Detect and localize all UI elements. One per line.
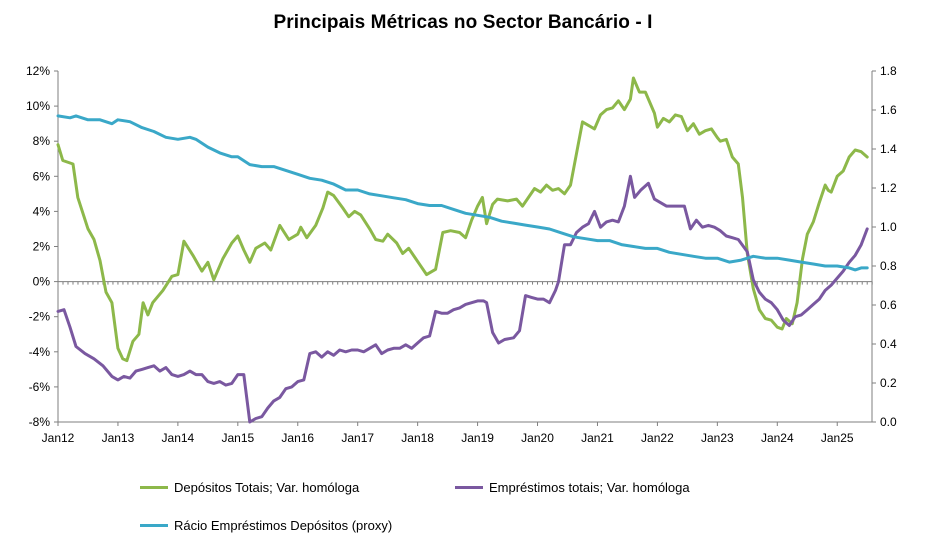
tick-labels: -8% -6% -4% -2% 0% 2% 4% 6% 8% 10% 12% 0.0 0.2 0.4 0.6… [26,64,897,445]
legend-swatch-emprestimos [455,486,483,489]
legend-label-emprestimos: Empréstimos totais; Var. homóloga [489,480,690,495]
y-left-tick-label: 6% [33,169,51,183]
x-tick-label: Jan22 [641,431,674,445]
axes [54,70,876,426]
series-line-1 [56,174,869,424]
x-tick-label: Jan14 [162,431,195,445]
legend-item-racio[interactable]: Rácio Empréstimos Depósitos (proxy) [140,518,392,533]
y-left-tick-label: 12% [26,64,50,78]
y-right-tick-label: 1.2 [880,181,897,195]
x-tick-label: Jan17 [341,431,374,445]
x-tick-label: Jan24 [761,431,794,445]
y-left-tick-label: 2% [33,240,51,254]
y-right-tick-label: 0.6 [880,298,897,312]
x-tick-label: Jan19 [461,431,494,445]
x-tick-label: Jan23 [701,431,734,445]
x-tick-label: Jan16 [281,431,314,445]
y-left-tick-label: 10% [26,99,50,113]
y-right-tick-label: 1.6 [880,103,897,117]
y-right-tick-label: 0.2 [880,376,897,390]
y-left-tick-label: 0% [33,275,51,289]
legend-label-racio: Rácio Empréstimos Depósitos (proxy) [174,518,393,533]
y-left-tick-label: -8% [29,415,51,429]
series-line-0 [56,76,869,363]
legend-swatch-depositos [140,486,168,489]
y-right-tick-label: 0.4 [880,337,897,351]
y-left-tick-label: 4% [33,204,51,218]
y-right-tick-label: 1.4 [880,142,897,156]
legend-label-depositos: Depósitos Totais; Var. homóloga [174,480,360,495]
y-right-tick-label: 1.8 [880,64,897,78]
y-right-tick-label: 0.0 [880,415,897,429]
y-left-tick-label: -6% [29,380,51,394]
x-tick-label: Jan21 [581,431,614,445]
legend-item-emprestimos[interactable]: Empréstimos totais; Var. homóloga [455,480,690,495]
legend-swatch-racio [140,524,168,527]
x-tick-label: Jan15 [221,431,254,445]
y-left-tick-label: -4% [29,345,51,359]
chart-title: Principais Métricas no Sector Bancário -… [273,12,653,33]
y-left-tick-label: 8% [33,134,51,148]
legend-item-depositos[interactable]: Depósitos Totais; Var. homóloga [140,480,359,495]
series-line-2 [56,114,869,272]
y-right-tick-label: 0.8 [880,259,897,273]
x-tick-label: Jan25 [821,431,854,445]
y-left-tick-label: -2% [29,310,51,324]
x-tick-label: Jan20 [521,431,554,445]
y-right-tick-label: 1.0 [880,220,897,234]
x-tick-label: Jan18 [401,431,434,445]
series-lines [56,76,869,424]
x-tick-label: Jan13 [102,431,135,445]
x-tick-label: Jan12 [42,431,75,445]
